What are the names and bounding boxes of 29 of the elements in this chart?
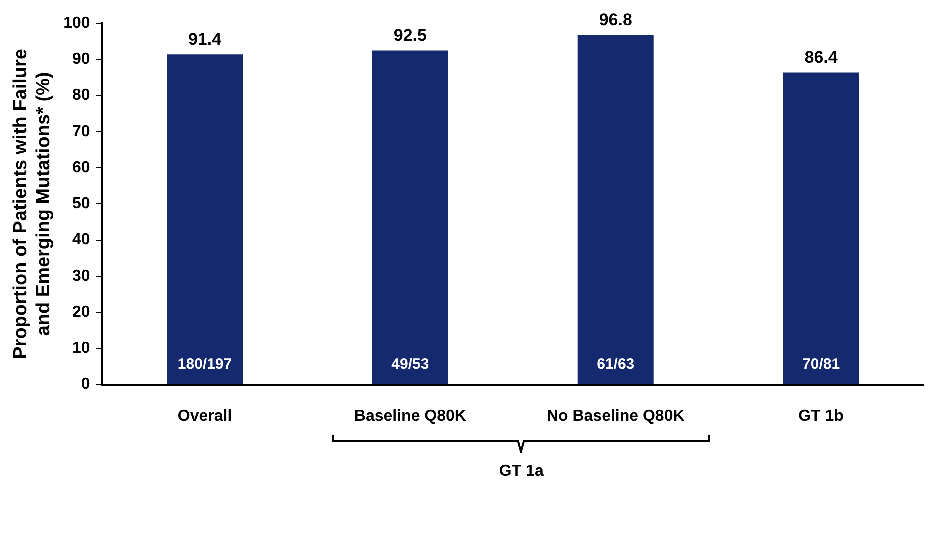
text: GT 1a bbox=[498, 462, 545, 481]
y-tick-label: 80 bbox=[72, 87, 90, 104]
data-label: 91.4 bbox=[188, 30, 222, 49]
x-tick-label: Baseline Q80K bbox=[354, 408, 467, 425]
y-tick-label: 10 bbox=[72, 340, 90, 358]
x-tick-label: GT 1b bbox=[798, 408, 844, 425]
annotation: 49/53 bbox=[392, 356, 430, 373]
bar bbox=[783, 72, 860, 384]
annotation: 180/197 bbox=[178, 356, 232, 373]
bar bbox=[578, 35, 654, 384]
y-axis-title: Proportion of Patients with Failure and Emerging Mutations* (%) bbox=[10, 49, 54, 360]
y-tick-label: 100 bbox=[64, 15, 90, 32]
x-tick-label: Overall bbox=[178, 408, 232, 425]
y-tick-label: 60 bbox=[72, 159, 90, 176]
data-label: 96.8 bbox=[599, 10, 632, 30]
y-tick-label: 50 bbox=[72, 196, 90, 213]
y-tick-label: 70 bbox=[72, 123, 90, 140]
bar bbox=[372, 50, 448, 384]
y-tick-label: 20 bbox=[72, 304, 90, 321]
y-tick-label: 30 bbox=[72, 268, 90, 285]
y-tick-label: 0 bbox=[81, 376, 90, 394]
data-label: 86.4 bbox=[804, 48, 838, 67]
data-label: 92.5 bbox=[394, 26, 427, 45]
y-tick-label: 40 bbox=[72, 232, 90, 249]
annotation: 61/63 bbox=[597, 356, 635, 373]
y-tick-label: 90 bbox=[72, 51, 90, 68]
bar bbox=[167, 54, 244, 384]
annotation: 70/81 bbox=[802, 356, 840, 373]
x-tick-label: No Baseline Q80K bbox=[546, 408, 686, 425]
